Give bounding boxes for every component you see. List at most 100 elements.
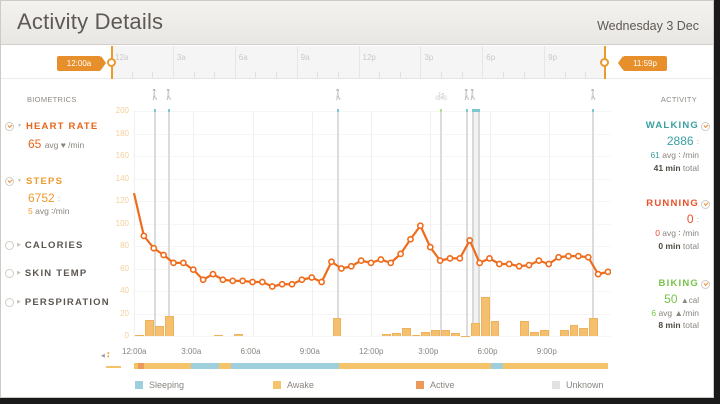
skin-temp-checkbox[interactable] — [5, 268, 14, 278]
timeline-minor-tick — [441, 72, 442, 78]
heart-rate-point[interactable] — [367, 259, 375, 267]
steps-checkbox[interactable] — [5, 176, 14, 186]
walking-person-icon[interactable]: 🚶 — [587, 90, 600, 101]
heart-rate-point[interactable] — [466, 236, 474, 244]
heart-rate-point[interactable] — [456, 254, 464, 262]
caret-right-icon[interactable]: ▶ — [17, 270, 21, 276]
heart-rate-point[interactable] — [298, 276, 306, 284]
activity-walking[interactable]: WALKING 2886 ∶ 61 avg ∶ /min 41 min tota… — [646, 120, 710, 173]
heart-rate-point[interactable] — [328, 258, 335, 266]
heart-rate-point[interactable] — [179, 259, 187, 267]
heart-rate-point[interactable] — [584, 253, 592, 261]
end-handle[interactable] — [600, 58, 609, 67]
x-axis-label: 9:00a — [299, 347, 320, 356]
walking-person-icon[interactable]: 🚶 — [466, 90, 480, 101]
heart-rate-point[interactable] — [318, 278, 326, 286]
heart-rate-point[interactable] — [219, 276, 227, 284]
awake-swatch — [273, 381, 281, 389]
caret-right-icon[interactable]: ▶ — [17, 242, 21, 248]
heart-rate-point[interactable] — [249, 278, 256, 286]
heart-rate-point[interactable] — [357, 257, 365, 265]
footsteps-icon[interactable]: ∶ — [107, 350, 110, 360]
heart-rate-point[interactable] — [377, 256, 385, 263]
heart-rate-point[interactable] — [347, 262, 355, 270]
heart-rate-checkbox[interactable] — [5, 121, 14, 131]
running-steps-value: 0 — [686, 212, 694, 226]
heart-rate-point[interactable] — [416, 222, 424, 230]
heart-rate-point[interactable] — [594, 270, 602, 278]
timeline-minor-tick — [152, 72, 154, 78]
heart-rate-point[interactable] — [604, 268, 611, 276]
biking-checkbox[interactable] — [701, 280, 710, 289]
heart-rate-point[interactable] — [308, 274, 316, 281]
heart-rate-point[interactable] — [387, 259, 395, 267]
calories-checkbox[interactable] — [5, 240, 14, 250]
heart-rate-point[interactable] — [268, 283, 276, 290]
start-handle[interactable] — [107, 58, 116, 67]
x-axis-label: 12:00a — [122, 347, 147, 356]
heart-rate-point[interactable] — [170, 259, 177, 267]
timeline-range-selector[interactable]: 12a 3a 6a 9a 12p 3p 6p 9p 12:00a 11:59p — [1, 46, 713, 79]
heart-rate-point[interactable] — [476, 259, 484, 267]
heart-rate-point[interactable] — [209, 270, 217, 278]
heart-rate-point[interactable] — [258, 278, 266, 286]
heart-rate-point[interactable] — [426, 243, 434, 251]
heart-rate-point[interactable] — [288, 280, 296, 288]
walking-activity-band — [471, 111, 480, 336]
running-checkbox[interactable] — [701, 200, 710, 209]
heart-rate-point[interactable] — [574, 252, 582, 260]
biometric-heart-rate[interactable]: ▼ HEART RATE 65 avg ♥ /min — [5, 119, 98, 151]
caret-down-icon[interactable]: ▼ — [17, 178, 22, 184]
heart-rate-point[interactable] — [535, 257, 543, 265]
heart-rate-point[interactable] — [150, 244, 158, 252]
heart-rate-point[interactable] — [486, 254, 493, 262]
biking-minutes: 8 min — [658, 320, 681, 330]
heart-rate-point[interactable] — [545, 260, 553, 268]
biometric-steps[interactable]: ▼ STEPS 6752 ∶ 5 avg ∶/min — [5, 174, 69, 217]
walking-person-icon[interactable]: 🚶 — [148, 90, 162, 101]
walking-person-icon[interactable]: 🚶 — [332, 90, 345, 101]
grid-line — [311, 111, 313, 336]
activity-biking[interactable]: BIKING 50 ▲cal 6 avg ▲/min 8 min total — [651, 278, 710, 330]
heart-rate-point[interactable] — [407, 235, 414, 243]
activity-chart[interactable]: 0 20 40 60 80 100 120 140 160 180 200 12:00a 3:00a 6:… — [107, 85, 611, 356]
walking-person-icon[interactable]: 🚶 — [460, 90, 474, 101]
heart-rate-point[interactable] — [189, 266, 197, 274]
heart-rate-point[interactable] — [160, 251, 168, 259]
heart-rate-point[interactable] — [525, 261, 533, 269]
walking-person-icon[interactable]: 🚶 — [162, 90, 176, 101]
heart-rate-point[interactable] — [397, 250, 405, 258]
start-time-tag[interactable]: 12:00a — [57, 56, 106, 71]
timeline-minor-tick — [502, 72, 504, 78]
heart-rate-point[interactable] — [337, 265, 345, 272]
heart-rate-point[interactable] — [495, 260, 503, 268]
heart-rate-point[interactable] — [140, 232, 148, 240]
biometric-perspiration[interactable]: ▶ PERSPIRATION — [5, 295, 110, 309]
heart-rate-point[interactable] — [515, 262, 523, 270]
timeline-track[interactable]: 12a 3a 6a 9a 12p 3p 6p 9p — [111, 46, 606, 79]
heart-rate-point[interactable] — [239, 277, 247, 285]
y-axis-label: 160 — [115, 151, 129, 160]
heart-rate-point[interactable] — [446, 254, 454, 262]
caret-down-icon[interactable]: ▼ — [17, 123, 22, 129]
heart-rate-point[interactable] — [565, 252, 572, 260]
activity-running[interactable]: RUNNING 0 ∶ 0 avg ∶ /min 0 min total — [646, 198, 710, 251]
heart-rate-point[interactable] — [278, 280, 286, 288]
caret-right-icon[interactable]: ▶ — [17, 299, 21, 305]
caret-left-icon[interactable]: ◀ — [101, 353, 105, 359]
heart-rate-point[interactable] — [436, 257, 444, 265]
steps-bar — [441, 330, 450, 336]
heart-rate-point[interactable] — [199, 276, 207, 284]
biometric-calories[interactable]: ▶ CALORIES — [5, 238, 84, 252]
walking-marker-cap — [337, 109, 340, 112]
biking-total-label: total — [682, 320, 699, 330]
walking-activity-marker — [337, 111, 340, 336]
biometric-skin-temp[interactable]: ▶ SKIN TEMP — [5, 266, 87, 280]
bike-icon[interactable]: 🚲 — [435, 90, 448, 101]
perspiration-checkbox[interactable] — [5, 297, 14, 307]
walking-checkbox[interactable] — [701, 122, 710, 131]
heart-rate-point[interactable] — [229, 277, 237, 285]
heart-rate-point[interactable] — [555, 253, 563, 261]
end-time-tag[interactable]: 11:59p — [618, 56, 667, 71]
heart-rate-point[interactable] — [505, 260, 513, 268]
